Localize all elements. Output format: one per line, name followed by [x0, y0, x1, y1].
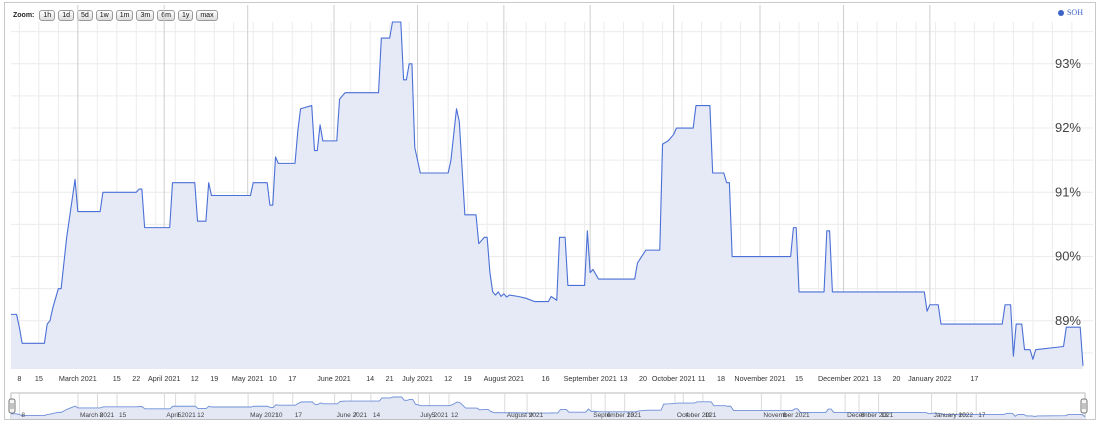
navigator-tick-label: 12 — [197, 412, 205, 419]
x-tick-label: 18 — [717, 374, 725, 383]
x-tick-label: June 2021 — [317, 374, 351, 383]
chart-frame: Zoom: 1h 1d 5d 1w 1m 3m 6m 1y max SOH 89… — [4, 2, 1096, 420]
navigator-tick-label: 17 — [978, 412, 986, 419]
navigator-tick-label: August 2021 — [507, 412, 544, 419]
navigator-tick-label: November 2021 — [763, 412, 810, 419]
navigator-tick-label: 17 — [295, 412, 303, 419]
y-tick-label: 93% — [1055, 56, 1081, 71]
navigator-tick-label: 15 — [119, 412, 127, 419]
navigator-tick-label: 13 — [627, 412, 635, 419]
zoom-1h-button[interactable]: 1h — [39, 9, 56, 21]
x-tick-label: 17 — [288, 374, 296, 383]
x-tick-label: 13 — [873, 374, 881, 383]
navigator-tick-label: October 2021 — [677, 412, 717, 419]
zoom-1d-button[interactable]: 1d — [58, 9, 74, 21]
legend-dot-icon — [1057, 9, 1064, 16]
series-area-soh — [11, 22, 1083, 369]
navigator-tick-label: 8 — [783, 412, 787, 419]
navigator-left-handle[interactable] — [8, 398, 16, 414]
x-tick-label: April 2021 — [148, 374, 180, 383]
x-tick-label: 12 — [191, 374, 199, 383]
chart-legend[interactable]: SOH — [1057, 8, 1083, 17]
y-tick-label: 90% — [1055, 249, 1081, 264]
navigator-area — [11, 397, 1085, 419]
x-tick-label: 13 — [620, 374, 628, 383]
navigator-tick-label: December 2021 — [847, 412, 894, 419]
x-tick-label: December 2021 — [818, 374, 869, 383]
y-tick-label: 89% — [1055, 313, 1081, 328]
x-tick-label: July 2021 — [402, 374, 433, 383]
x-tick-label: 11 — [698, 374, 705, 383]
x-tick-label: August 2021 — [484, 374, 524, 383]
navigator-tick-label: 10 — [959, 412, 967, 419]
navigator-tick-label: 6 — [607, 412, 611, 419]
navigator-tick-label: 9 — [529, 412, 533, 419]
x-tick-label: October 2021 — [652, 374, 696, 383]
navigator-tick-label: 6 — [861, 412, 865, 419]
navigator-tick-label: January 2022 — [934, 412, 974, 419]
x-tick-label: 8 — [17, 374, 21, 383]
zoom-3m-button[interactable]: 3m — [136, 9, 155, 21]
navigator-tick-label: September 2021 — [593, 412, 641, 419]
x-tick-label: May 2021 — [232, 374, 264, 383]
x-tick-label: 15 — [35, 374, 43, 383]
y-tick-label: 92% — [1055, 120, 1081, 135]
navigator-tick-label: 10 — [275, 412, 283, 419]
x-tick-label: 12 — [444, 374, 452, 383]
navigator-right-handle[interactable] — [1080, 398, 1088, 414]
x-tick-label: 14 — [366, 374, 374, 383]
navigator-tick-label: 12 — [451, 412, 459, 419]
y-tick-label: 91% — [1055, 184, 1081, 199]
navigator-tick-label: May 2021 — [250, 412, 279, 419]
navigator-tick-label: 5 — [178, 412, 182, 419]
x-tick-label: 21 — [386, 374, 394, 383]
soh-chart: 89% 90% 91% 92% 93% 8 15 March 2021 15 22 April 20… — [8, 5, 1093, 420]
x-tick-label: 20 — [892, 374, 900, 383]
x-tick-label: January 2022 — [908, 374, 952, 383]
zoom-6m-button[interactable]: 6m — [157, 9, 175, 21]
zoom-1m-button[interactable]: 1m — [115, 9, 134, 21]
x-tick-label: March 2021 — [59, 374, 97, 383]
x-tick-label: September 2021 — [564, 374, 617, 383]
x-tick-label: 19 — [464, 374, 472, 383]
navigator-line — [11, 396, 1086, 418]
navigator-tick-label: 7 — [353, 412, 357, 419]
legend-label: SOH — [1066, 8, 1083, 17]
x-tick-label: 16 — [542, 374, 550, 383]
zoom-max-button[interactable]: max — [196, 9, 218, 21]
x-tick-label: 19 — [210, 374, 218, 383]
navigator-tick-label: March 2021 — [80, 412, 115, 419]
navigator-tick-label: 4 — [685, 412, 689, 419]
navigator-tick-label: 5 — [431, 412, 435, 419]
series-line-soh — [11, 21, 1084, 366]
navigator-tick-label: July 2021 — [420, 412, 448, 419]
zoom-1y-button[interactable]: 1y — [177, 9, 194, 21]
zoom-label: Zoom: — [13, 11, 35, 19]
navigator-tick-label: 8 — [99, 412, 103, 419]
x-tick-label: 22 — [132, 374, 140, 383]
zoom-1w-button[interactable]: 1w — [95, 9, 113, 21]
navigator-tick-label: 8 — [21, 412, 25, 419]
x-tick-label: 17 — [970, 374, 978, 383]
navigator-tick-label: 14 — [373, 412, 381, 419]
x-tick-label: November 2021 — [734, 374, 785, 383]
navigator-tick-label: 11 — [705, 412, 712, 419]
x-tick-label: 20 — [639, 374, 647, 383]
x-tick-label: 15 — [113, 374, 121, 383]
navigator-tick-label: June 2021 — [337, 412, 368, 419]
x-tick-label: 10 — [269, 374, 277, 383]
x-tick-label: 15 — [795, 374, 803, 383]
navigator-tick-label: 13 — [881, 412, 889, 419]
zoom-bar: Zoom: 1h 1d 5d 1w 1m 3m 6m 1y max — [13, 8, 218, 22]
navigator-tick-label: April 2021 — [166, 412, 196, 419]
